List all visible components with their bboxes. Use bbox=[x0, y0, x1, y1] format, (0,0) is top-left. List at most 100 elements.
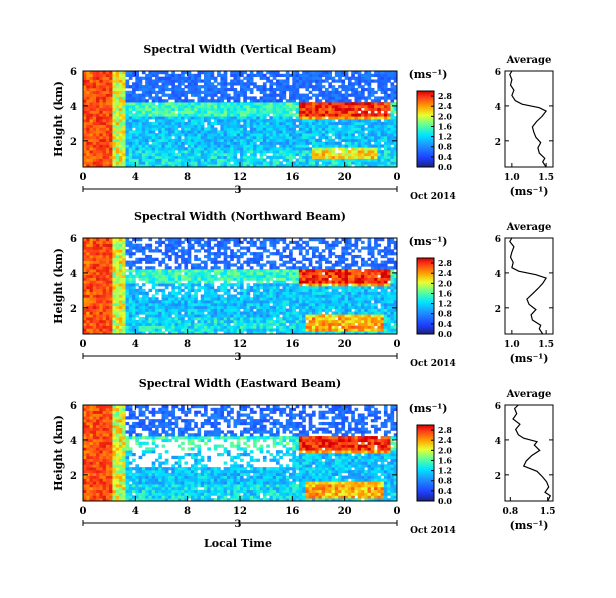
heatmap-cell bbox=[184, 300, 189, 304]
heatmap-cell bbox=[89, 274, 94, 278]
heatmap-cell bbox=[171, 113, 175, 117]
heatmap-cell bbox=[141, 308, 146, 312]
heatmap-cell bbox=[249, 331, 254, 335]
heatmap-cell bbox=[374, 71, 378, 75]
heatmap-cell bbox=[200, 99, 205, 103]
heatmap-cell bbox=[295, 164, 300, 168]
heatmap-cell bbox=[243, 87, 247, 92]
heatmap-cell bbox=[223, 288, 228, 293]
heatmap-cell bbox=[262, 283, 267, 287]
heatmap-cell bbox=[83, 274, 87, 278]
heatmap-cell bbox=[102, 252, 107, 256]
heatmap-cell bbox=[168, 317, 172, 321]
heatmap-cell bbox=[86, 110, 90, 114]
heatmap-cell bbox=[262, 130, 267, 134]
heatmap-cell bbox=[220, 119, 225, 123]
heatmap-cell bbox=[138, 269, 143, 273]
heatmap-cell bbox=[338, 113, 342, 117]
heatmap-cell bbox=[151, 147, 156, 151]
heatmap-cell bbox=[184, 93, 189, 97]
heatmap-cell bbox=[367, 76, 372, 80]
heatmap-cell bbox=[168, 302, 172, 307]
heatmap-cell bbox=[295, 119, 300, 123]
heatmap-cell bbox=[217, 73, 221, 78]
heatmap-cell bbox=[138, 135, 143, 140]
heatmap-cell bbox=[262, 119, 267, 123]
heatmap-cell bbox=[115, 283, 120, 287]
heatmap-cell bbox=[253, 82, 257, 86]
heatmap-cell bbox=[269, 331, 274, 335]
heatmap-cell bbox=[246, 274, 251, 278]
heatmap-cell bbox=[380, 138, 385, 142]
heatmap-cell bbox=[256, 277, 261, 281]
heatmap-cell bbox=[226, 322, 231, 326]
heatmap-cell bbox=[125, 121, 130, 126]
heatmap-cell bbox=[272, 319, 277, 324]
heatmap-cell bbox=[266, 147, 270, 151]
heatmap-cell bbox=[112, 150, 117, 154]
heatmap-cell bbox=[269, 164, 274, 168]
heatmap-cell bbox=[298, 152, 303, 157]
heatmap-cell bbox=[308, 71, 313, 75]
heatmap-cell bbox=[177, 119, 182, 123]
heatmap-cell bbox=[92, 269, 97, 273]
heatmap-cell bbox=[102, 150, 107, 154]
heatmap-cell bbox=[223, 124, 228, 128]
heatmap-cell bbox=[92, 93, 97, 97]
heatmap-cell bbox=[200, 314, 205, 318]
heatmap-cell bbox=[158, 263, 162, 267]
heatmap-cell bbox=[207, 127, 211, 131]
heatmap-cell bbox=[148, 79, 153, 83]
heatmap-cell bbox=[164, 150, 169, 154]
heatmap-cell bbox=[89, 119, 94, 123]
heatmap-cell bbox=[292, 104, 296, 109]
heatmap-cell bbox=[210, 155, 215, 159]
heatmap-cell bbox=[256, 252, 261, 256]
heatmap-cell bbox=[272, 314, 277, 318]
heatmap-cell bbox=[223, 158, 228, 162]
heatmap-cell bbox=[145, 79, 149, 83]
heatmap-cell bbox=[177, 288, 182, 293]
heatmap-cell bbox=[86, 116, 90, 120]
heatmap-cell bbox=[158, 133, 162, 137]
heatmap-cell bbox=[262, 263, 267, 267]
heatmap-cell bbox=[220, 286, 225, 290]
heatmap-cell bbox=[141, 155, 146, 159]
heatmap-cell bbox=[187, 269, 192, 273]
heatmap-cell bbox=[118, 328, 123, 332]
heatmap-cell bbox=[118, 147, 123, 151]
heatmap-cell bbox=[207, 249, 211, 253]
heatmap-cell bbox=[220, 322, 225, 326]
heatmap-cell bbox=[194, 158, 198, 162]
heatmap-cell bbox=[177, 328, 182, 332]
heatmap-cell bbox=[262, 302, 267, 307]
heatmap-cell bbox=[125, 263, 130, 267]
heatmap-cell bbox=[207, 291, 211, 295]
heatmap-cell bbox=[86, 158, 90, 162]
heatmap-cell bbox=[298, 252, 303, 256]
heatmap-cell bbox=[181, 257, 185, 261]
heatmap-cell bbox=[370, 127, 375, 131]
heatmap-cell bbox=[279, 138, 283, 142]
heatmap-cell bbox=[128, 288, 133, 293]
heatmap-cell bbox=[275, 314, 280, 318]
heatmap-cell bbox=[115, 135, 120, 140]
heatmap-cell bbox=[298, 150, 303, 154]
heatmap-cell bbox=[204, 294, 208, 298]
heatmap-cell bbox=[171, 305, 175, 309]
heatmap-cell bbox=[89, 121, 94, 126]
heatmap-cell bbox=[102, 102, 107, 106]
heatmap-cell bbox=[325, 155, 329, 159]
heatmap-cell bbox=[128, 104, 133, 109]
heatmap-cell bbox=[282, 331, 287, 335]
heatmap-cell bbox=[236, 141, 241, 145]
heatmap-cell bbox=[105, 328, 110, 332]
heatmap-cell bbox=[177, 263, 182, 267]
heatmap-cell bbox=[89, 308, 94, 312]
heatmap-cell bbox=[361, 96, 365, 100]
heatmap-cell bbox=[148, 107, 153, 111]
heatmap-cell bbox=[259, 96, 264, 100]
heatmap-cell bbox=[197, 331, 202, 335]
heatmap-cell bbox=[158, 76, 162, 80]
heatmap-cell bbox=[295, 79, 300, 83]
